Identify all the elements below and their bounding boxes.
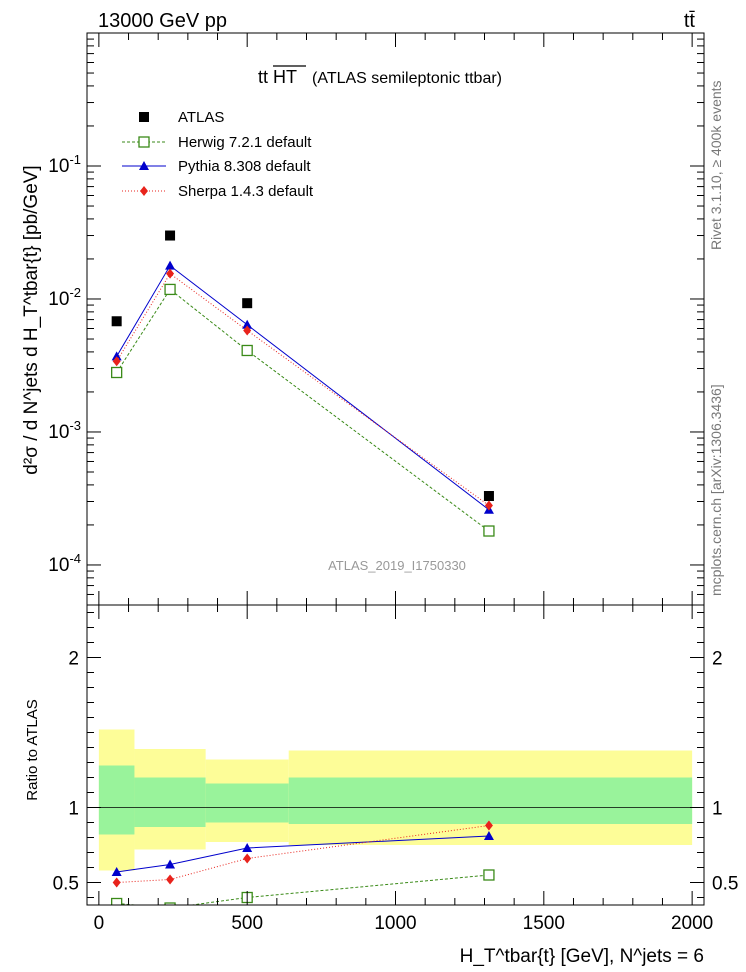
ratio-y-tick-label: 1 [68, 799, 79, 820]
ratio-series-0-point-3 [483, 869, 495, 881]
energy-label: 13000 GeV pp [98, 10, 227, 32]
x-tick-label: 500 [231, 913, 263, 934]
series-1-point-1 [164, 283, 176, 296]
main-series-group [111, 230, 495, 537]
ratio-series-2-point-3 [484, 820, 493, 831]
ratio-series-0-point-1 [164, 902, 176, 905]
ratio-band-inner-2 [205, 783, 289, 823]
series-0-point-1 [165, 230, 176, 241]
main-panel: 10-1 10-2 10-3 10-4 tt HT (ATLAS semilepton… [21, 32, 705, 606]
legend-label-herwig: Herwig 7.2.1 default [178, 134, 312, 151]
series-1-point-3 [483, 525, 495, 537]
series-3-point-2 [243, 325, 252, 336]
legend: ATLAS Herwig 7.2.1 default Pythia 8.308 … [122, 109, 314, 200]
series-2-point-2 [242, 319, 253, 329]
legend-marker-pythia [139, 161, 149, 170]
ratio-panel: 0.5 0.5 1 1 2 2 0 500 1000 1500 2000 Ratio to ATLA… [24, 604, 738, 967]
process-label: tt̄ [684, 10, 696, 32]
legend-label-sherpa: Sherpa 1.4.3 default [178, 183, 314, 200]
ratio-series-0-point-0 [111, 897, 123, 905]
ratio-series-1-point-3 [483, 831, 494, 840]
ratio-line-0 [116, 874, 489, 905]
x-tick-label: 0 [94, 913, 105, 934]
ratio-series-2-point-0 [112, 877, 121, 888]
ratio-band-inner-3 [288, 777, 693, 824]
ratio-series-1-point-0 [111, 867, 122, 876]
series-1-point-0 [111, 366, 123, 379]
series-line-2 [116, 264, 490, 511]
ratio-y-tick-label: 0.5 [53, 874, 79, 895]
ratio-series-1-point-1 [165, 859, 176, 869]
ratio-y-tick-label-right: 2 [712, 649, 723, 670]
ratio-band-inner-0 [98, 765, 135, 835]
series-2-point-1 [165, 260, 176, 270]
x-tick-label: 1000 [374, 913, 416, 934]
main-y-tick-label: 10-4 [48, 551, 81, 576]
series-3-point-3 [484, 500, 493, 511]
ratio-y-axis-label: Ratio to ATLAS [24, 699, 41, 800]
series-3-point-1 [166, 268, 175, 279]
x-tick-label: 1500 [523, 913, 565, 934]
ratio-y-tick-label-right: 0.5 [712, 874, 738, 895]
x-tick-label: 2000 [671, 913, 713, 934]
ratio-y-tick-label: 2 [68, 649, 79, 670]
main-y-tick-label: 10-3 [48, 418, 81, 443]
ratio-series-1-point-2 [242, 843, 253, 852]
series-0-point-2 [242, 298, 253, 309]
main-y-tick-label: 10-1 [48, 152, 81, 177]
ratio-series-2-point-2 [243, 853, 252, 864]
plot-title: tt HT (ATLAS semileptonic ttbar) [258, 65, 502, 87]
main-axis-ticks: 10-1 10-2 10-3 10-4 [48, 32, 704, 606]
plot-title-text: tt HT [258, 67, 297, 87]
legend-label-pythia: Pythia 8.308 default [178, 158, 311, 175]
series-line-3 [116, 272, 490, 506]
series-1-point-2 [241, 344, 253, 357]
plot-subtitle: (ATLAS semileptonic ttbar) [312, 70, 502, 87]
series-0-point-3 [483, 491, 494, 502]
mcplots-label: mcplots.cern.ch [arXiv:1306.3436] [708, 384, 724, 596]
ratio-bands [98, 729, 693, 871]
rivet-label: Rivet 3.1.10, ≥ 400k events [708, 80, 724, 250]
legend-label-atlas: ATLAS [178, 109, 224, 126]
main-y-axis-label: d²σ / d N^jets d H_T^tbar{t} [pb/GeV] [21, 165, 42, 474]
series-2-point-0 [111, 351, 122, 361]
legend-marker-herwig [138, 136, 150, 148]
series-3-point-0 [112, 356, 121, 367]
analysis-id-label: ATLAS_2019_I1750330 [328, 558, 466, 573]
ratio-series-2-point-1 [166, 874, 175, 885]
x-axis-label: H_T^tbar{t} [GeV], N^jets = 6 [460, 946, 704, 967]
legend-marker-sherpa [140, 186, 148, 196]
legend-marker-atlas [139, 112, 149, 122]
ratio-band-inner-1 [134, 777, 206, 827]
ratio-y-tick-label-right: 1 [712, 799, 723, 820]
series-0-point-0 [111, 316, 122, 327]
main-y-tick-label: 10-2 [48, 285, 81, 310]
ratio-line-2 [116, 825, 490, 883]
series-line-1 [116, 288, 490, 532]
ratio-axis-ticks: 0.5 0.5 1 1 2 2 0 500 1000 1500 2000 [53, 605, 738, 934]
